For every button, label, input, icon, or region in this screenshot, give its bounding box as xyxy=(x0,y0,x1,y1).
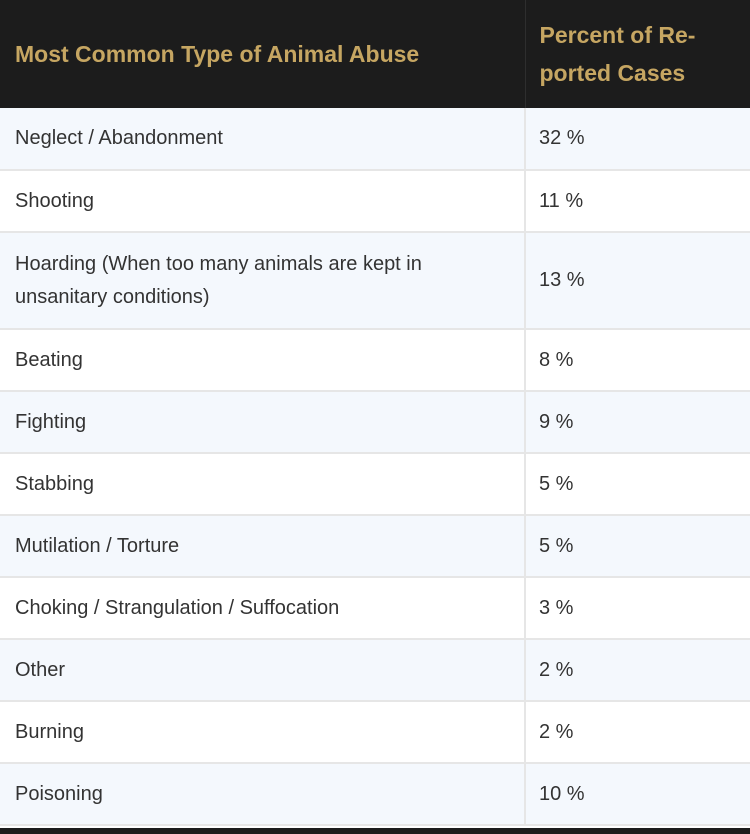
header-row: Most Common Type of Animal Abuse Percent… xyxy=(0,0,750,108)
abuse-type-cell: Hoarding (When too many animals are kept… xyxy=(0,232,525,330)
abuse-type-cell: Poisoning xyxy=(0,763,525,826)
percent-cell: 13 % xyxy=(524,232,750,330)
table-row: Beating 8 % xyxy=(0,329,750,392)
table-row: Mutilation / Torture 5 % xyxy=(0,515,750,578)
percent-cell: 2 % xyxy=(524,639,750,702)
table-row: Neglect / Abandonment 32 % xyxy=(0,108,750,171)
table-row: Shooting 11 % xyxy=(0,170,750,233)
abuse-type-cell: Beating xyxy=(0,329,525,392)
percent-cell: 11 % xyxy=(524,170,750,233)
abuse-type-cell: Choking / Strangulation / Suffocation xyxy=(0,577,525,640)
column-header-percent-line-1: Percent of Re- xyxy=(539,22,696,48)
table-row: Fighting 9 % xyxy=(0,391,750,454)
table-body: Neglect / Abandonment 32 % Shooting 11 %… xyxy=(0,108,750,826)
table-row: Choking / Strangulation / Suffocation 3 … xyxy=(0,577,750,640)
percent-cell: 8 % xyxy=(524,329,750,392)
percent-cell: 32 % xyxy=(524,108,750,171)
percent-cell: 5 % xyxy=(524,515,750,578)
table-header: Most Common Type of Animal Abuse Percent… xyxy=(0,0,750,108)
column-header-percent: Percent of Re- ported Cases xyxy=(525,0,750,108)
table-bottom-border xyxy=(0,828,750,834)
abuse-type-cell: Neglect / Abandonment xyxy=(0,108,525,171)
table-row: Poisoning 10 % xyxy=(0,763,750,826)
percent-cell: 9 % xyxy=(524,391,750,454)
table-row: Other 2 % xyxy=(0,639,750,702)
abuse-type-cell: Fighting xyxy=(0,391,525,454)
table-row: Stabbing 5 % xyxy=(0,453,750,516)
percent-cell: 3 % xyxy=(524,577,750,640)
percent-cell: 5 % xyxy=(524,453,750,516)
table-row: Burning 2 % xyxy=(0,701,750,764)
abuse-type-cell: Shooting xyxy=(0,170,525,233)
percent-cell: 10 % xyxy=(524,763,750,826)
abuse-type-cell: Stabbing xyxy=(0,453,525,516)
column-header-percent-line-2: ported Cases xyxy=(539,60,686,86)
table-row: Hoarding (When too many animals are kept… xyxy=(0,232,750,330)
abuse-type-cell: Other xyxy=(0,639,525,702)
column-header-type: Most Common Type of Animal Abuse xyxy=(0,0,526,108)
abuse-type-cell: Burning xyxy=(0,701,525,764)
abuse-type-cell: Mutilation / Torture xyxy=(0,515,525,578)
percent-cell: 2 % xyxy=(524,701,750,764)
